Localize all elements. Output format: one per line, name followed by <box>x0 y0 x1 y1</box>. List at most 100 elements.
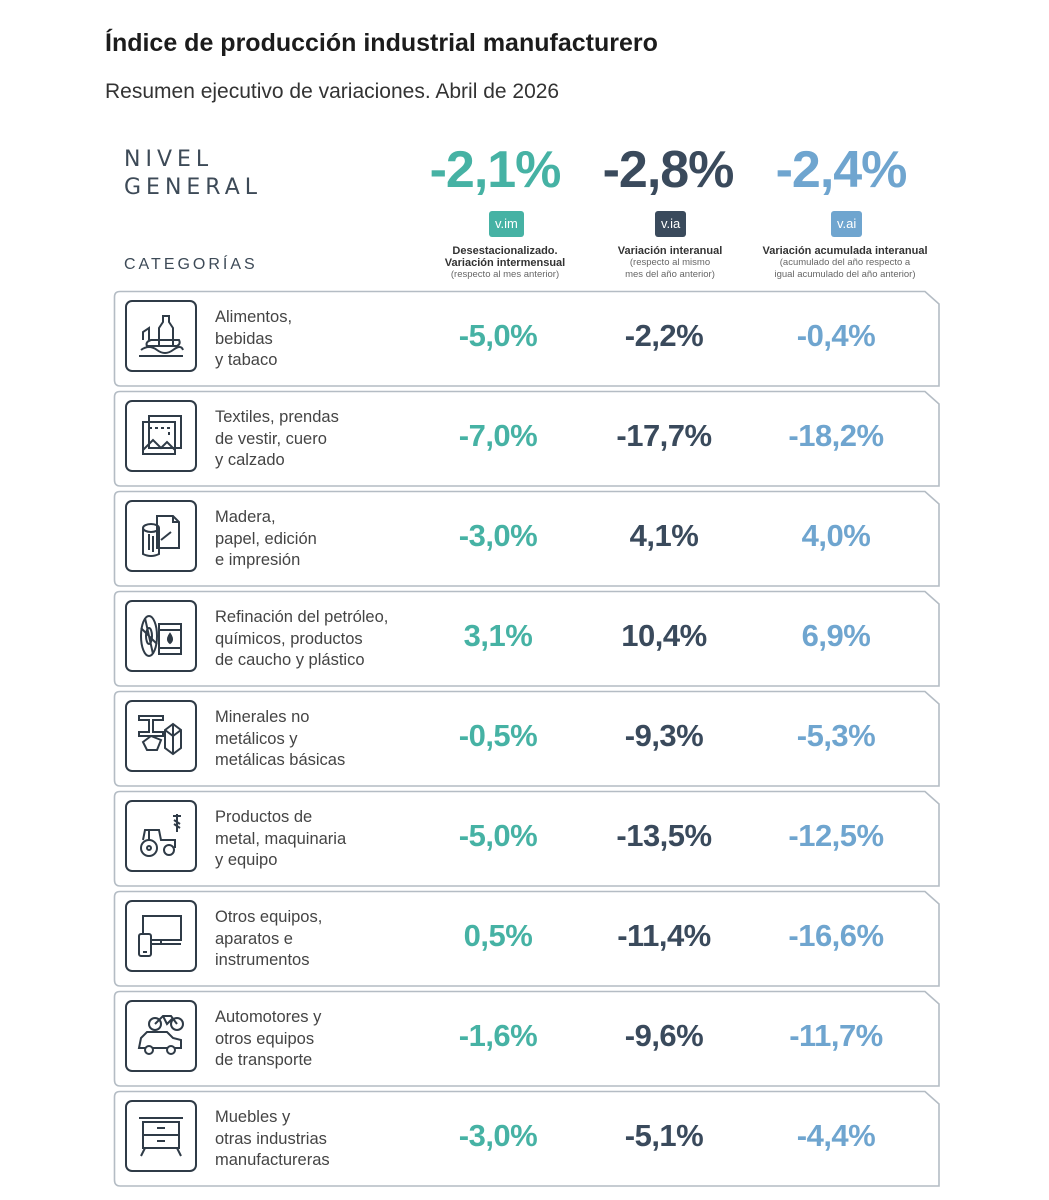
vai-value: -16,6% <box>788 918 884 953</box>
column-note: (respecto al mismo <box>629 257 711 268</box>
vim-value: -0,5% <box>458 718 538 753</box>
category-label: Refinación del petróleo, químicos, produ… <box>215 607 445 672</box>
label-line: de caucho y plástico <box>215 651 365 669</box>
nivel-general-label: NIVEL GENERAL <box>124 146 262 202</box>
category-row-alimentos: Alimentos, bebidas y tabaco -5,0% -2,2% … <box>113 290 940 387</box>
label-line: otros equipos <box>215 1029 315 1048</box>
row-frame <box>113 990 940 1087</box>
column-note: (acumulado del año respecto a <box>779 257 911 268</box>
vim-value: -3,0% <box>458 518 538 553</box>
row-frame <box>113 390 940 487</box>
category-label: Muebles y otras industrias manufacturera… <box>215 1107 445 1172</box>
via-value: -9,6% <box>624 1018 704 1053</box>
category-label: Textiles, prendas de vestir, cuero y cal… <box>215 407 445 472</box>
general-via-value: -2,8% <box>602 141 735 199</box>
label-line: Madera, <box>215 508 276 526</box>
label-line: de transporte <box>215 1051 313 1069</box>
category-row-minerales: Minerales no metálicos y metálicas básic… <box>113 690 940 787</box>
page-subtitle: Resumen ejecutivo de variaciones. Abril … <box>105 80 560 103</box>
category-label: Automotores y otros equipos de transport… <box>215 1007 445 1072</box>
label-line: Automotores y <box>215 1008 322 1026</box>
label-line: y equipo <box>215 851 278 869</box>
label-line: y tabaco <box>215 351 278 369</box>
label-line: químicos, productos <box>215 629 363 648</box>
label-line: Otros equipos, <box>215 908 323 926</box>
row-frame <box>113 1090 940 1187</box>
row-frame <box>113 890 940 987</box>
row-frame <box>113 690 940 787</box>
label-line: y calzado <box>215 451 285 469</box>
label-line: Alimentos, <box>215 308 293 326</box>
badge-via: v.ia <box>655 211 687 237</box>
vai-value: -11,7% <box>789 1018 883 1053</box>
via-value: 10,4% <box>621 618 707 653</box>
category-row-metal: Productos de metal, maquinaria y equipo … <box>113 790 940 887</box>
label-line: Minerales no <box>215 708 310 726</box>
category-row-textiles: Textiles, prendas de vestir, cuero y cal… <box>113 390 940 487</box>
label-line: metal, maquinaria <box>215 829 347 848</box>
category-row-madera: Madera, papel, edición e impresión -3,0%… <box>113 490 940 587</box>
page-title: Índice de producción industrial manufact… <box>105 29 658 57</box>
label-line: Muebles y <box>215 1108 291 1126</box>
category-row-automotores: Automotores y otros equipos de transport… <box>113 990 940 1087</box>
column-title: Variación interanual <box>617 245 723 257</box>
column-header-via: Variación interanual (respecto al mismo … <box>570 245 770 281</box>
vim-value: -3,0% <box>458 1118 538 1153</box>
label-line: aparatos e <box>215 929 293 948</box>
category-label: Productos de metal, maquinaria y equipo <box>215 807 445 872</box>
nivel-line-1: NIVEL <box>124 147 214 172</box>
via-value: -17,7% <box>616 418 712 453</box>
general-vim-value: -2,1% <box>429 141 562 199</box>
vim-value: -1,6% <box>458 1018 538 1053</box>
via-value: -11,4% <box>617 918 711 953</box>
column-note-2: igual acumulado del año anterior) <box>774 269 916 280</box>
vim-value: -7,0% <box>458 418 538 453</box>
category-label: Madera, papel, edición e impresión <box>215 507 445 572</box>
vai-value: -5,3% <box>796 718 876 753</box>
column-title: Desestacionalizado. <box>452 245 558 257</box>
label-line: metálicos y <box>215 729 298 748</box>
tractor-icon <box>125 800 197 872</box>
column-note-2: mes del año anterior) <box>625 269 715 280</box>
label-line: Refinación del petróleo, <box>215 608 389 626</box>
monitor-icon <box>125 900 197 972</box>
row-frame <box>113 590 940 687</box>
petroleum-icon <box>125 600 197 672</box>
row-frame <box>113 490 940 587</box>
vim-value: -5,0% <box>458 818 538 853</box>
row-frame <box>113 790 940 887</box>
label-line: Textiles, prendas <box>215 408 339 426</box>
label-line: instrumentos <box>215 951 310 969</box>
via-value: -5,1% <box>624 1118 704 1153</box>
column-header-vai: Variación acumulada interanual (acumulad… <box>745 245 945 281</box>
vim-value: -5,0% <box>458 318 538 353</box>
minerals-icon <box>125 700 197 772</box>
vim-value: 3,1% <box>463 618 533 653</box>
column-header-vim: Desestacionalizado. Variación intermensu… <box>405 245 605 281</box>
column-note: (respecto al mes anterior) <box>450 269 560 280</box>
category-label: Minerales no metálicos y metálicas básic… <box>215 707 445 772</box>
category-row-muebles: Muebles y otras industrias manufacturera… <box>113 1090 940 1187</box>
vehicle-icon <box>125 1000 197 1072</box>
category-label: Otros equipos, aparatos e instrumentos <box>215 907 445 972</box>
label-line: papel, edición <box>215 529 317 548</box>
row-frame <box>113 290 940 387</box>
vai-value: -0,4% <box>796 318 876 353</box>
categorias-label: CATEGORÍAS <box>124 256 258 273</box>
badge-vim: v.im <box>489 211 524 237</box>
label-line: Productos de <box>215 808 313 826</box>
vai-value: 6,9% <box>801 618 871 653</box>
vai-value: 4,0% <box>801 518 871 553</box>
via-value: -13,5% <box>616 818 712 853</box>
category-row-otros-equipos: Otros equipos, aparatos e instrumentos 0… <box>113 890 940 987</box>
vai-value: -18,2% <box>788 418 884 453</box>
label-line: otras industrias <box>215 1129 327 1148</box>
category-row-petroleo: Refinación del petróleo, químicos, produ… <box>113 590 940 687</box>
vai-value: -12,5% <box>788 818 884 853</box>
label-line: de vestir, cuero <box>215 429 327 448</box>
column-title: Variación acumulada interanual <box>762 245 928 257</box>
label-line: metálicas básicas <box>215 751 346 769</box>
via-value: -2,2% <box>624 318 704 353</box>
furniture-icon <box>125 1100 197 1172</box>
textile-icon <box>125 400 197 472</box>
